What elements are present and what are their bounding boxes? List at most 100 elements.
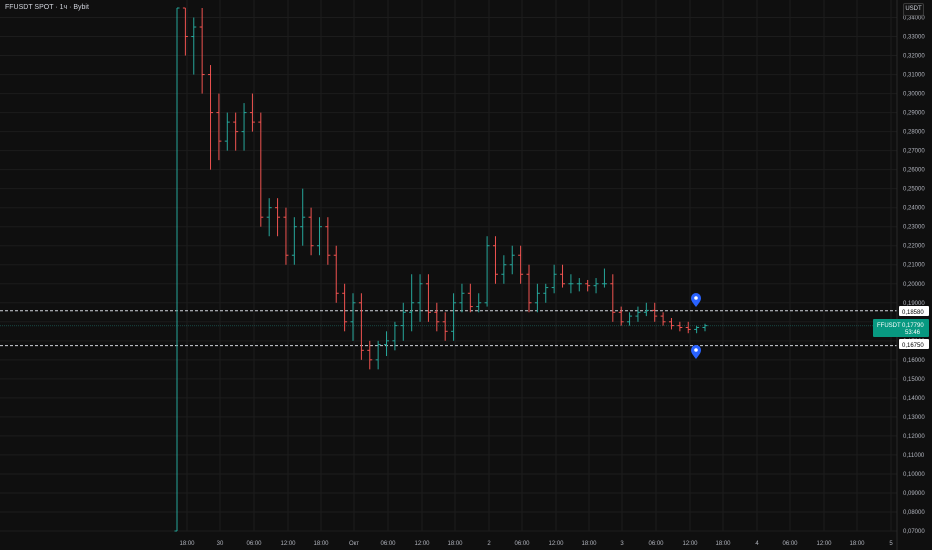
ohlc-bar — [275, 198, 281, 237]
ohlc-bar — [501, 255, 507, 284]
price-tick: 0,08000 — [903, 510, 925, 516]
ohlc-bar — [308, 207, 314, 256]
ohlc-bar — [543, 283, 549, 303]
horizontal-lines[interactable] — [0, 310, 897, 347]
ohlc-bar — [400, 302, 406, 341]
upper-line-label: 0,18580 — [902, 310, 924, 316]
last-price-symbol: FFUSDT — [877, 323, 901, 329]
ohlc-bar — [492, 236, 498, 284]
time-tick: 12:00 — [414, 541, 430, 547]
price-tick: 0,15000 — [903, 377, 925, 383]
price-tick: 0,33000 — [903, 35, 925, 41]
price-tick: 0,31000 — [903, 73, 925, 79]
ohlc-bars — [174, 7, 708, 532]
ohlc-bar — [568, 274, 574, 294]
ohlc-bar — [685, 321, 691, 334]
last-price-value: 0,17790 — [902, 323, 924, 329]
ohlc-bar — [618, 306, 624, 326]
ohlc-bar — [384, 331, 390, 357]
price-axis[interactable]: 0,34000 0,33000 0,32000 0,31000 0,30000 0,290… — [903, 16, 925, 535]
ohlc-bar — [258, 112, 264, 227]
price-tick: 0,34000 — [903, 16, 925, 22]
marker-pin-icon — [691, 293, 701, 307]
price-tick: 0,09000 — [903, 491, 925, 497]
lower-line-label: 0,16750 — [902, 343, 924, 349]
last-price-label-bg — [873, 319, 929, 337]
ohlc-bar — [375, 340, 381, 370]
ohlc-bar — [484, 236, 490, 307]
ohlc-bar — [216, 93, 222, 161]
time-tick: 18:00 — [849, 541, 865, 547]
ohlc-bar — [509, 245, 515, 275]
price-tick: 0,22000 — [903, 244, 925, 250]
time-tick: 18:00 — [581, 541, 597, 547]
ohlc-bar — [208, 65, 214, 170]
ohlc-bar — [442, 312, 448, 341]
time-tick: 12:00 — [280, 541, 296, 547]
time-tick: 06:00 — [514, 541, 530, 547]
time-tick: Окт — [349, 541, 359, 547]
ohlc-bar — [677, 321, 683, 332]
price-labels: 0,18580 FFUSDT 0,17790 53:46 0,16750 — [873, 306, 929, 349]
ohlc-bar — [425, 274, 431, 322]
ohlc-bar — [283, 207, 289, 265]
grid-lines — [0, 0, 897, 532]
price-tick: 0,21000 — [903, 263, 925, 269]
price-tick: 0,12000 — [903, 434, 925, 440]
alert-marker-upper[interactable] — [691, 293, 701, 307]
ohlc-bar — [358, 293, 364, 360]
ohlc-bar — [333, 245, 339, 303]
ohlc-bar — [241, 103, 247, 151]
ohlc-bar — [224, 112, 230, 151]
marker-pin-dot — [694, 296, 698, 300]
price-tick: 0,10000 — [903, 472, 925, 478]
ohlc-bar — [526, 264, 532, 313]
alert-marker-lower[interactable] — [691, 345, 701, 359]
ohlc-bar — [191, 17, 197, 75]
price-tick: 0,24000 — [903, 206, 925, 212]
ohlc-bar — [601, 268, 607, 288]
ohlc-bar — [316, 217, 322, 256]
ohlc-bar — [174, 7, 180, 532]
ohlc-bar — [652, 302, 658, 322]
ohlc-bar — [451, 293, 457, 341]
time-tick: 18:00 — [715, 541, 731, 547]
ohlc-bar — [291, 217, 297, 265]
price-tick: 0,30000 — [903, 92, 925, 98]
time-tick: 30 — [217, 541, 224, 547]
time-tick: 06:00 — [380, 541, 396, 547]
ohlc-bar — [534, 283, 540, 313]
ohlc-bar — [576, 278, 582, 292]
marker-pin-icon — [691, 345, 701, 359]
price-tick: 0,28000 — [903, 130, 925, 136]
ohlc-bar — [199, 8, 205, 94]
ohlc-bar — [434, 302, 440, 332]
ohlc-bar — [342, 283, 348, 332]
price-tick: 0,27000 — [903, 149, 925, 155]
marker-pin-dot — [694, 348, 698, 352]
ohlc-bar — [266, 198, 272, 237]
time-tick: 4 — [755, 541, 759, 547]
upper-line-label-bg — [899, 306, 929, 316]
time-tick: 12:00 — [816, 541, 832, 547]
time-axis[interactable]: 18:00 30 06:00 12:00 18:00 Окт 06:00 12:00 18:00… — [179, 541, 893, 547]
time-tick: 06:00 — [782, 541, 798, 547]
ohlc-bar — [668, 317, 674, 330]
price-tick: 0,23000 — [903, 225, 925, 231]
ohlc-bar — [518, 245, 524, 284]
ohlc-bar — [610, 274, 616, 322]
price-tick: 0,20000 — [903, 282, 925, 288]
ohlc-bar — [476, 293, 482, 313]
ohlc-bar — [409, 274, 415, 332]
price-tick: 0,19000 — [903, 301, 925, 307]
price-tick: 0,29000 — [903, 111, 925, 117]
ohlc-bar — [350, 293, 356, 341]
time-tick: 12:00 — [548, 541, 564, 547]
currency-button[interactable]: USDT — [903, 3, 924, 16]
ohlc-bar — [560, 264, 566, 288]
ohlc-bar — [300, 188, 306, 246]
time-tick: 18:00 — [447, 541, 463, 547]
ohlc-bar — [694, 325, 700, 334]
price-tick: 0,16000 — [903, 358, 925, 364]
